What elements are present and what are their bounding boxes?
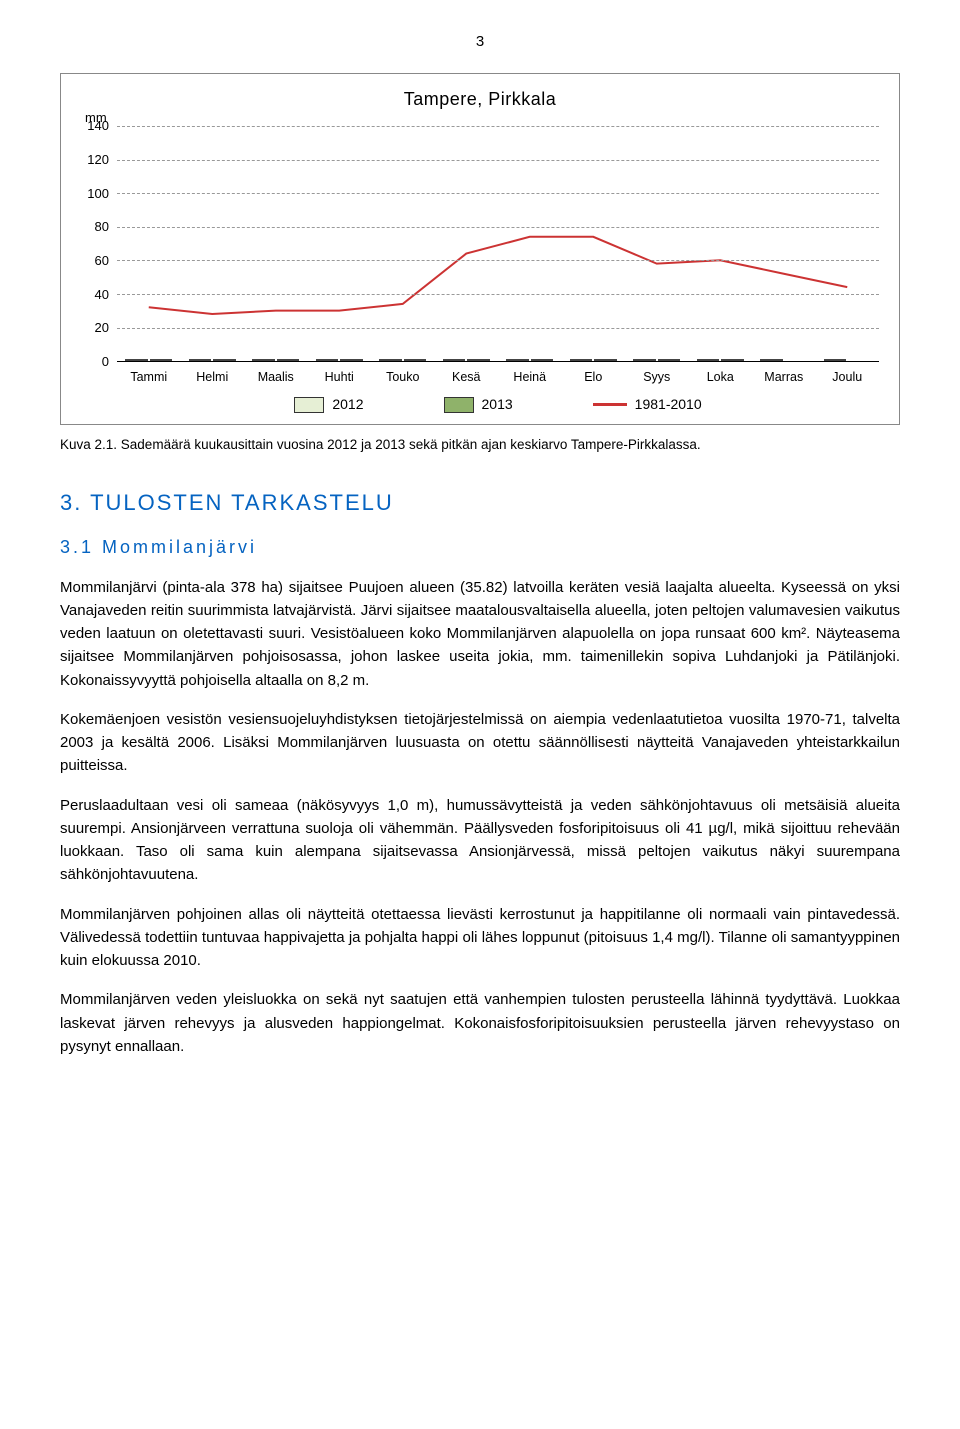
body-paragraph: Mommilanjärven pohjoinen allas oli näytt…: [60, 903, 900, 973]
legend-label-line: 1981-2010: [635, 394, 702, 416]
legend-swatch-2012: [294, 397, 324, 413]
body-paragraph: Peruslaadultaan vesi oli sameaa (näkösyv…: [60, 794, 900, 887]
legend-label-2013: 2013: [482, 394, 513, 416]
chart-plot: [117, 126, 879, 362]
body-paragraph: Kokemäenjoen vesistön vesiensuojeluyhdis…: [60, 708, 900, 778]
chart-gridline: [117, 328, 879, 329]
chart-x-label: Loka: [707, 368, 734, 387]
chart-x-label: Marras: [764, 368, 803, 387]
chart-x-label: Huhti: [325, 368, 354, 387]
chart-y-tick: 140: [87, 116, 109, 136]
chart-gridline: [117, 160, 879, 161]
chart-line-layer: [117, 126, 879, 361]
chart-y-tick: 20: [95, 318, 109, 338]
chart-y-tick: 40: [95, 285, 109, 305]
section-heading: 3. TULOSTEN TARKASTELU: [60, 486, 900, 520]
chart-y-tick: 100: [87, 183, 109, 203]
chart-y-tick: 120: [87, 150, 109, 170]
chart-x-label: Tammi: [130, 368, 167, 387]
chart-gridline: [117, 294, 879, 295]
chart-gridline: [117, 126, 879, 127]
legend-swatch-2013: [444, 397, 474, 413]
page-number: 3: [60, 30, 900, 53]
chart-x-label: Heinä: [513, 368, 546, 387]
chart-y-tick: 60: [95, 251, 109, 271]
chart-gridline: [117, 260, 879, 261]
body-paragraph: Mommilanjärvi (pinta-ala 378 ha) sijaits…: [60, 576, 900, 692]
chart-y-tick: 80: [95, 217, 109, 237]
chart-gridline: [117, 227, 879, 228]
chart-legend: 2012 2013 1981-2010: [117, 386, 879, 416]
figure-caption: Kuva 2.1. Sademäärä kuukausittain vuosin…: [60, 435, 900, 456]
chart-x-label: Syys: [643, 368, 670, 387]
chart-trend-line: [149, 237, 848, 314]
chart-gridline: [117, 193, 879, 194]
chart-x-label: Maalis: [258, 368, 294, 387]
legend-2012: 2012: [294, 394, 363, 416]
chart-frame: Tampere, Pirkkala mm 020406080100120140 …: [60, 73, 900, 425]
legend-line: 1981-2010: [593, 394, 702, 416]
chart-y-axis: 020406080100120140: [81, 126, 113, 386]
legend-2013: 2013: [444, 394, 513, 416]
chart-x-label: Helmi: [196, 368, 228, 387]
chart-x-label: Elo: [584, 368, 602, 387]
chart-area: mm 020406080100120140 TammiHelmiMaalisHu…: [117, 126, 879, 386]
subsection-heading: 3.1 Mommilanjärvi: [60, 534, 900, 562]
chart-x-label: Kesä: [452, 368, 481, 387]
body-text: Mommilanjärvi (pinta-ala 378 ha) sijaits…: [60, 576, 900, 1059]
chart-x-labels: Tammi Helmi Maalis Huhti Touko Kesä Heinä Elo Sy…: [117, 364, 879, 386]
body-paragraph: Mommilanjärven veden yleisluokka on sekä…: [60, 988, 900, 1058]
legend-label-2012: 2012: [332, 394, 363, 416]
chart-x-label: Joulu: [832, 368, 862, 387]
chart-y-tick: 0: [102, 352, 109, 372]
legend-swatch-line: [593, 403, 627, 406]
chart-title: Tampere, Pirkkala: [81, 86, 879, 114]
chart-x-label: Touko: [386, 368, 419, 387]
